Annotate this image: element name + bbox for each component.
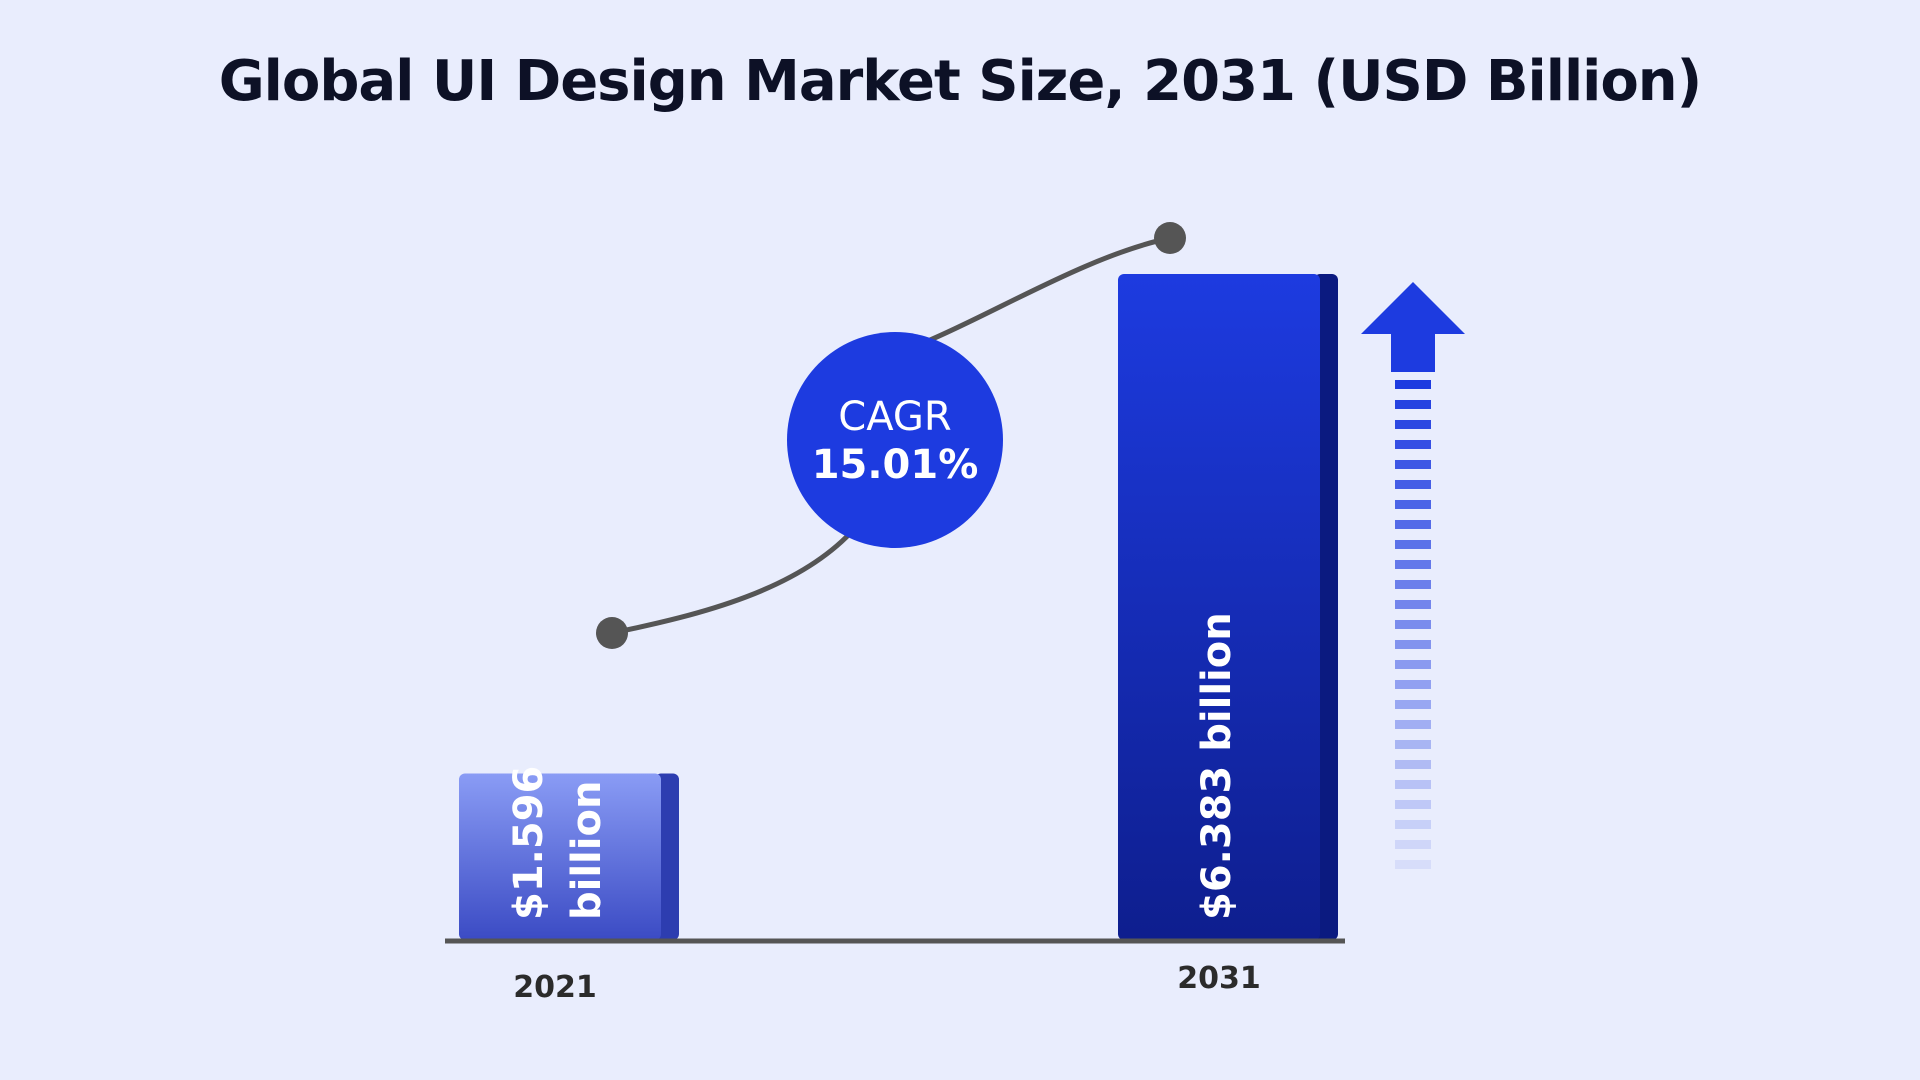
arrow-stem-dash [1395, 720, 1431, 729]
end-dot [1154, 222, 1186, 254]
x-axis-ticks: 2021 2031 [513, 961, 1261, 1005]
arrow-stem-dash [1395, 580, 1431, 589]
bar-group-2031: $6.383 billion [1118, 274, 1338, 940]
chart-title: Global UI Design Market Size, 2031 (USD … [219, 49, 1702, 114]
cagr-badge [787, 332, 1003, 548]
x-tick-label: 2031 [1177, 961, 1261, 996]
bars-layer: $1.596 billion $6.383 billion [459, 274, 1338, 940]
arrow-stem-dash [1395, 480, 1431, 489]
arrow-stem-dash [1395, 520, 1431, 529]
arrow-stem-dash [1395, 760, 1431, 769]
start-dot [596, 617, 628, 649]
arrow-stem-dash [1395, 680, 1431, 689]
bar-2021 [459, 773, 661, 940]
arrow-stem-dash [1395, 400, 1431, 409]
arrow-head [1361, 282, 1465, 372]
arrow-stem-dash [1395, 620, 1431, 629]
arrow-stem-dash [1395, 840, 1431, 849]
arrow-stem-dash [1395, 420, 1431, 429]
bar-value-label: $6.383 billion [1194, 612, 1240, 920]
cagr-label: CAGR [838, 394, 951, 440]
arrow-stem-dash [1395, 560, 1431, 569]
x-tick-label: 2021 [513, 970, 597, 1005]
cagr-curve [611, 235, 1171, 636]
arrow-stem-dash [1395, 600, 1431, 609]
bar-2031 [1118, 274, 1320, 940]
arrow-stem-dash [1395, 660, 1431, 669]
bar-value-label: $1.596 [506, 766, 552, 920]
arrow-stem-dash [1395, 540, 1431, 549]
bar-value-label: billion [564, 781, 610, 920]
bar-group-2021: $1.596 billion [459, 766, 679, 940]
arrow-stem-dash [1395, 500, 1431, 509]
arrow-stem-dash [1395, 860, 1431, 869]
arrow-stem-dash [1395, 700, 1431, 709]
arrow-stem-dash [1395, 800, 1431, 809]
arrow-stem-dash [1395, 640, 1431, 649]
up-arrow-icon [1361, 282, 1465, 869]
cagr-value: 15.01% [812, 442, 979, 488]
arrow-stem-dash [1395, 780, 1431, 789]
arrow-stem-dash [1395, 820, 1431, 829]
arrow-stem-dash [1395, 740, 1431, 749]
arrow-stem-dash [1395, 460, 1431, 469]
arrow-stem-dash [1395, 380, 1431, 389]
arrow-stem-dash [1395, 440, 1431, 449]
